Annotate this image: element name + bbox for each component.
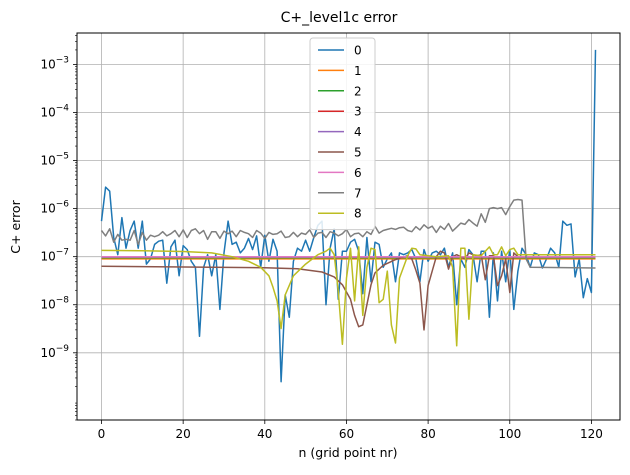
series-line-0 [100, 49, 597, 383]
legend-label: 2 [354, 84, 362, 98]
x-tick-label: 120 [580, 427, 603, 441]
x-tick-label: 60 [339, 427, 354, 441]
x-tick-label: 80 [420, 427, 435, 441]
legend-label: 8 [354, 207, 362, 221]
legend-label: 0 [354, 44, 362, 58]
legend-label: 4 [354, 125, 362, 139]
series-line-8 [101, 246, 596, 347]
x-tick-label: 40 [257, 427, 272, 441]
y-tick-label: 10−4 [40, 103, 69, 119]
series-layer [100, 49, 597, 383]
y-axis-title: C+ error [8, 199, 23, 253]
y-tick-label: 10−8 [40, 296, 69, 312]
series-line-7 [100, 198, 596, 269]
y-tick-label: 10−3 [40, 55, 69, 71]
legend-label: 1 [354, 64, 362, 78]
chart-title: C+_level1c error [281, 10, 398, 26]
x-axis: 0 20 40 60 80 100 120 [98, 420, 603, 441]
x-tick-label: 0 [98, 427, 106, 441]
legend-label: 3 [354, 105, 362, 119]
y-tick-label: 10−5 [40, 152, 69, 168]
series-line-5 [101, 250, 596, 331]
y-tick-label: 10−7 [40, 248, 69, 264]
x-tick-label: 20 [176, 427, 191, 441]
y-axis: 10−9 10−8 10−7 10−6 10−5 10−4 10−3 [40, 35, 77, 421]
legend-label: 5 [354, 146, 362, 160]
legend-label: 6 [354, 166, 362, 180]
legend: 0 1 2 3 4 5 6 7 8 [309, 37, 376, 231]
plot-frame [76, 32, 621, 421]
x-axis-title: n (grid point nr) [298, 445, 397, 460]
x-tick-label: 100 [498, 427, 521, 441]
y-tick-label: 10−6 [40, 200, 69, 216]
legend-label: 7 [354, 186, 362, 200]
legend-box [309, 37, 376, 231]
y-tick-label: 10−9 [40, 344, 69, 360]
